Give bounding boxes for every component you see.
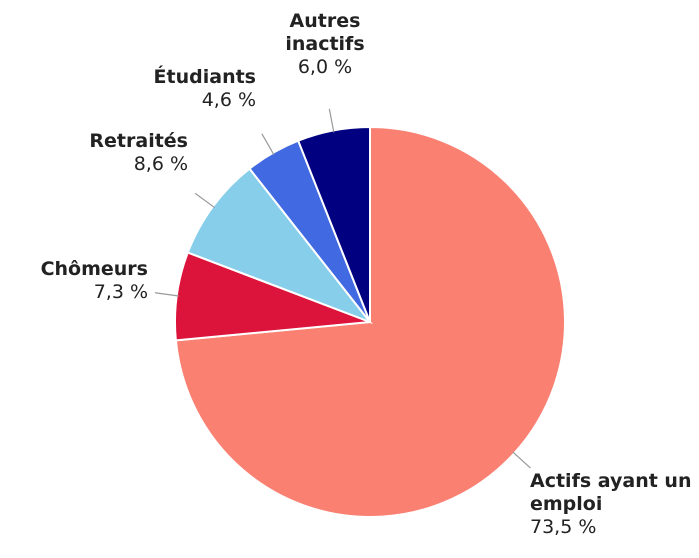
category-label: Retraités — [89, 130, 188, 152]
category-label: Chômeurs — [40, 258, 148, 280]
value-label: 7,3 % — [93, 281, 148, 303]
value-label: 4,6 % — [201, 89, 256, 111]
leader-line — [261, 133, 275, 155]
slice-label: Chômeurs 7,3 % — [0, 258, 148, 304]
leader-line — [328, 108, 335, 133]
leader-line — [512, 451, 531, 469]
slice-label: Retraités 8,6 % — [0, 130, 188, 176]
value-label: 73,5 % — [530, 516, 597, 538]
category-label: Autres inactifs — [285, 10, 365, 55]
slice-label: Actifs ayant un emploi 73,5 % — [530, 470, 695, 539]
value-label: 6,0 % — [297, 56, 353, 78]
slice-label: Autres inactifs 6,0 % — [270, 10, 380, 79]
value-label: 8,6 % — [133, 153, 188, 175]
leader-line — [194, 192, 215, 209]
slice-label: Étudiants 4,6 % — [0, 66, 256, 112]
leader-line — [154, 292, 179, 297]
category-label: Étudiants — [153, 66, 256, 88]
category-label: Actifs ayant un emploi — [530, 470, 692, 515]
